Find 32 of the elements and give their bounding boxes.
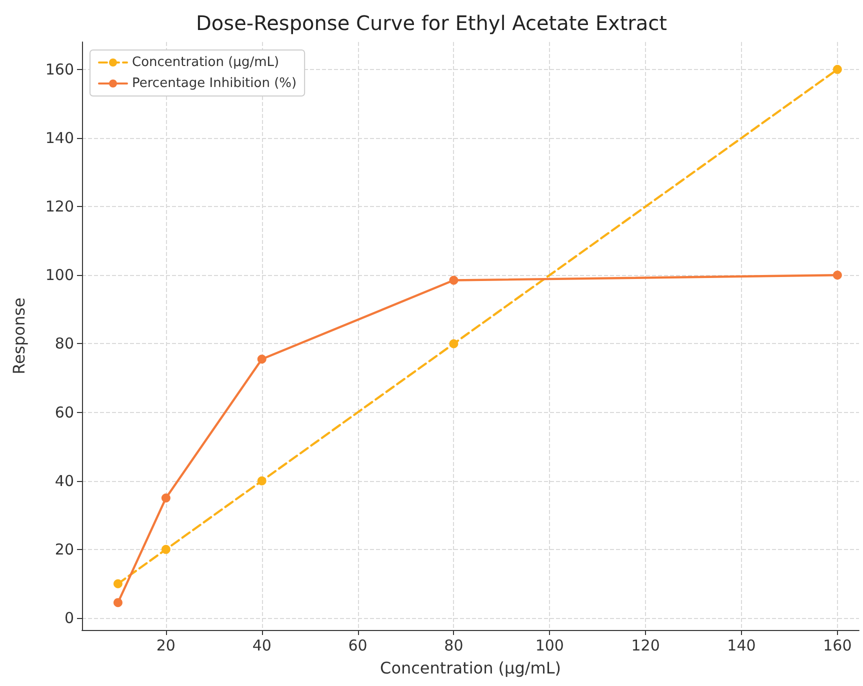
x-tick-label: 20: [156, 636, 176, 654]
point: [161, 494, 170, 502]
point: [257, 476, 266, 486]
x-axis-title: Concentration (µg/mL): [380, 658, 561, 678]
y-tick-label: 60: [54, 403, 74, 422]
y-tick-label: 80: [54, 334, 74, 353]
point: [449, 339, 458, 348]
x-tick-label: 80: [444, 636, 464, 654]
point: [832, 64, 842, 74]
x-tick-label: 60: [348, 636, 368, 654]
point: [449, 276, 458, 285]
y-tick-label: 0: [64, 609, 74, 627]
x-tick-label: 160: [823, 636, 852, 654]
y-tick-label: 20: [54, 540, 74, 558]
y-tick-label: 140: [45, 129, 74, 147]
y-tick-label: 120: [45, 198, 74, 216]
point: [161, 544, 170, 554]
point: [257, 354, 266, 364]
y-tick-label: 40: [54, 472, 74, 490]
y-tick-label: 160: [45, 60, 74, 78]
x-tick-label: 100: [535, 636, 564, 654]
y-axis-title: Response: [10, 298, 28, 374]
x-tick-label: 140: [727, 636, 756, 654]
legend-label: Percentage Inhibition (%): [132, 76, 297, 91]
point: [113, 579, 122, 588]
x-tick-label: 120: [631, 636, 660, 654]
x-tick-label: 40: [252, 636, 272, 654]
legend-label: Concentration (µg/mL): [132, 55, 280, 70]
chart-title: Dose-Response Curve for Ethyl Acetate Extract: [196, 11, 668, 35]
point: [113, 598, 122, 608]
y-tick-label: 100: [45, 266, 74, 284]
point: [832, 270, 842, 280]
